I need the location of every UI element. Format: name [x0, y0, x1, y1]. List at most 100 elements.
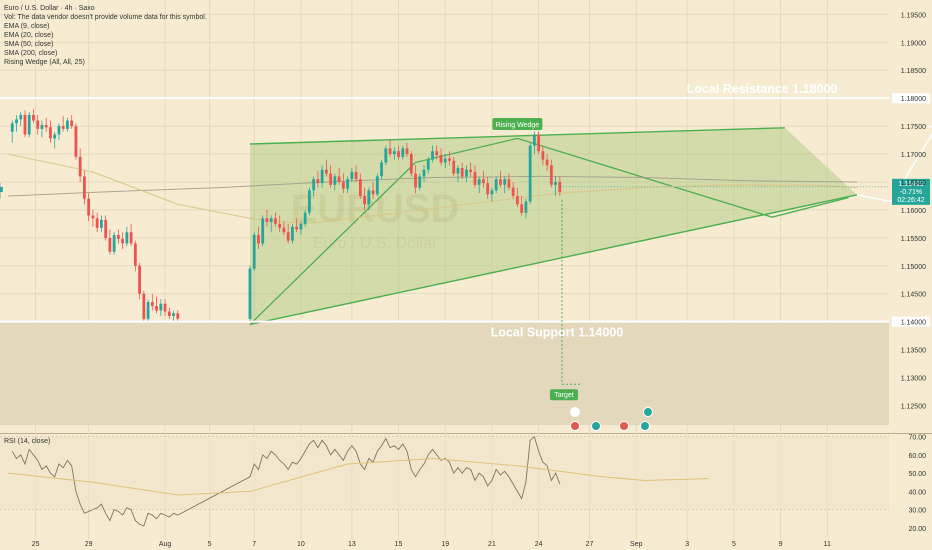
- candle-body: [503, 179, 507, 185]
- legend-ema9[interactable]: EMA (9, close): [4, 23, 50, 30]
- candle-body: [274, 218, 277, 224]
- time-tick: 9: [779, 541, 783, 548]
- legend-sma50[interactable]: SMA (50, close): [4, 41, 54, 48]
- candle-body: [129, 232, 133, 244]
- candle-body: [333, 176, 337, 185]
- candle-body: [456, 168, 460, 174]
- time-tick: 19: [441, 541, 449, 548]
- candle-body: [269, 218, 273, 223]
- price-tick: 1.16500: [901, 180, 926, 187]
- candle-body: [121, 238, 125, 244]
- candle-body: [150, 302, 154, 307]
- candle-body: [142, 293, 146, 319]
- candle-body: [78, 156, 82, 177]
- price-tick: 1.12500: [901, 403, 926, 410]
- wedge-fill: [249, 127, 858, 325]
- candle-body: [452, 160, 456, 174]
- candle-body: [159, 303, 163, 311]
- candle-body: [19, 114, 23, 120]
- candle-body: [116, 235, 120, 239]
- price-tick: 1.17500: [901, 124, 926, 131]
- candle-body: [95, 218, 99, 228]
- candle-body: [341, 181, 345, 189]
- last-price-countdown: 02:26:42: [897, 197, 924, 204]
- candle-body: [477, 179, 481, 185]
- candle-body: [528, 145, 532, 202]
- legend-ema20[interactable]: EMA (20, close): [4, 32, 54, 39]
- candle-body: [494, 179, 498, 191]
- candle-body: [74, 126, 78, 157]
- time-tick: 5: [732, 541, 736, 548]
- legend-volume-note: Vol: The data vendor doesn't provide vol…: [4, 14, 207, 21]
- candle-body: [507, 179, 511, 188]
- candle-body: [329, 173, 333, 185]
- candle-body: [448, 158, 451, 161]
- time-tick: 29: [85, 541, 93, 548]
- last-price-price: 1.16413: [898, 181, 923, 188]
- rsi-tick: 40.00: [908, 489, 926, 496]
- resistance-label: Local Resistance 1.18000: [687, 82, 838, 96]
- event-marker: [619, 421, 629, 431]
- legend-rising-wedge[interactable]: Rising Wedge (All, All, 25): [4, 59, 85, 66]
- candle-body: [70, 120, 74, 127]
- wedge-upper-line: [249, 127, 785, 145]
- rsi-line: [11, 435, 561, 527]
- candle-body: [549, 165, 553, 185]
- last-price-tag: [892, 178, 930, 205]
- candle-body: [465, 169, 468, 177]
- event-marker: [640, 421, 650, 431]
- candle-body: [392, 151, 396, 155]
- time-tick: 7: [252, 541, 256, 548]
- candle-body: [257, 235, 260, 244]
- price-tick: 1.15000: [901, 264, 926, 271]
- candle-body: [66, 120, 69, 129]
- candle-body: [15, 119, 18, 124]
- candle-body: [435, 151, 439, 156]
- legend-symbol[interactable]: Euro / U.S. Dollar · 4h · Saxo: [4, 5, 95, 12]
- candle-body: [83, 176, 86, 199]
- candle-body: [511, 187, 515, 196]
- candle-body: [23, 114, 27, 135]
- candle-body: [312, 179, 316, 191]
- target-label: Target: [554, 392, 574, 399]
- candle-body: [363, 195, 366, 205]
- candle-body: [133, 243, 137, 266]
- candle-body: [324, 169, 328, 174]
- candle-body: [252, 235, 256, 269]
- ma200-line: [7, 175, 858, 197]
- rsi-band: [0, 436, 889, 510]
- level-axis-tag: [892, 93, 930, 104]
- event-marker: [591, 421, 601, 431]
- candle-body: [146, 302, 150, 319]
- candle-body: [299, 223, 303, 230]
- candle-body: [0, 187, 3, 193]
- legend-sma200[interactable]: SMA (200, close): [4, 50, 58, 57]
- candle-body: [172, 313, 175, 317]
- target-box: [549, 389, 578, 401]
- price-tick: 1.18500: [901, 68, 926, 75]
- candle-body: [358, 179, 362, 196]
- rsi-legend[interactable]: RSI (14, close): [4, 438, 51, 445]
- candle-body: [422, 169, 426, 177]
- time-tick: 15: [395, 541, 403, 548]
- rsi-tick: 20.00: [908, 526, 926, 533]
- time-tick: 13: [348, 541, 356, 548]
- time-tick: 5: [208, 541, 212, 548]
- price-tick: 1.13000: [901, 376, 926, 383]
- price-tick: 1.17000: [901, 152, 926, 159]
- candle-body: [125, 232, 129, 244]
- chart-legend: Euro / U.S. Dollar · 4h · Saxo Vol: The …: [4, 4, 207, 67]
- candle-body: [176, 313, 180, 319]
- candle-body: [371, 190, 375, 195]
- level-axis-tag: [892, 316, 930, 327]
- last-price-change: -0.71%: [900, 189, 922, 196]
- candle-body: [112, 235, 116, 252]
- candle-body: [155, 306, 158, 311]
- candle-body: [380, 162, 383, 177]
- candle-body: [10, 123, 14, 132]
- time-tick: 3: [685, 541, 689, 548]
- candle-body: [61, 126, 65, 129]
- event-marker: [570, 407, 580, 417]
- candle-body: [87, 198, 91, 216]
